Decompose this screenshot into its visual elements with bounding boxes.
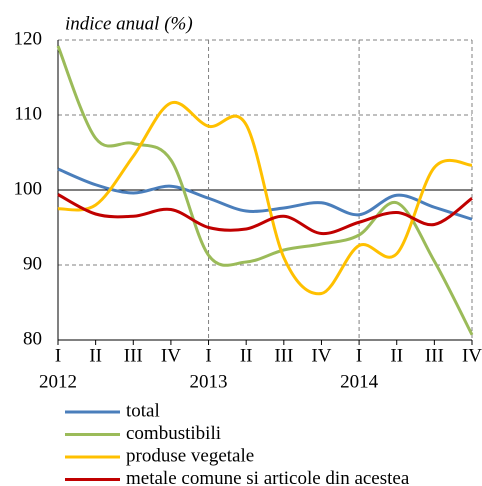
x-tick-label: II <box>240 345 253 366</box>
x-tick-label: IV <box>311 345 331 366</box>
legend-label: metale comune si articole din acestea <box>126 468 410 486</box>
x-tick-label: III <box>274 345 293 366</box>
x-tick-label: IV <box>462 345 482 366</box>
series-line <box>57 193 473 236</box>
year-label: 2014 <box>340 371 379 392</box>
x-tick-label: I <box>356 345 362 366</box>
x-tick-label: I <box>205 345 211 366</box>
legend-label: produse vegetale <box>126 445 254 466</box>
x-tick-label: III <box>124 345 143 366</box>
legend-label: combustibili <box>126 423 221 444</box>
x-tick-label: II <box>390 345 403 366</box>
x-tick-label: IV <box>161 345 181 366</box>
x-tick-label: I <box>55 345 61 366</box>
series-line <box>56 45 474 336</box>
series-line <box>57 167 473 221</box>
y-tick-label: 80 <box>23 328 42 349</box>
x-tick-label: III <box>425 345 444 366</box>
y-tick-label: 100 <box>14 178 43 199</box>
year-label: 2013 <box>190 371 228 392</box>
y-tick-label: 110 <box>14 103 42 124</box>
legend-label: total <box>126 400 160 421</box>
y-tick-label: 120 <box>14 28 43 49</box>
year-label: 2012 <box>39 371 77 392</box>
y-tick-label: 90 <box>23 253 42 274</box>
series-line <box>57 100 473 296</box>
y-axis-label: indice anual (%) <box>65 13 193 34</box>
x-tick-label: II <box>89 345 102 366</box>
